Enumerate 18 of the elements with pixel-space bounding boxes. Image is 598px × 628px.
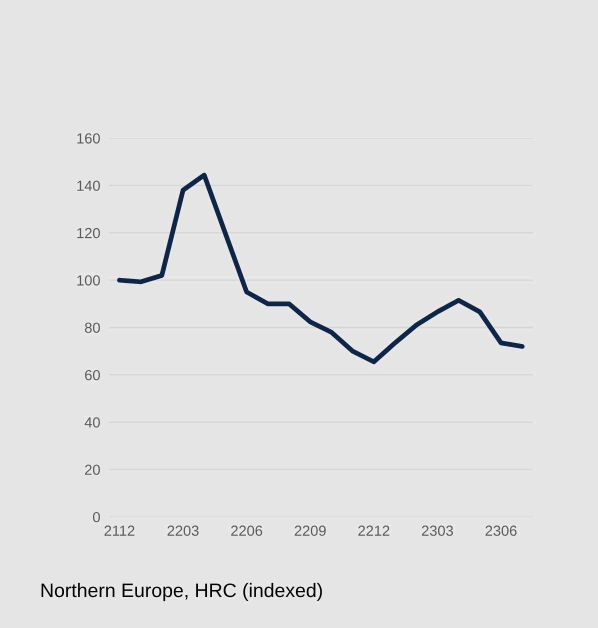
y-tick-label: 100 [77,275,100,286]
x-tick-label: 2209 [294,526,326,536]
y-tick-label: 60 [85,370,100,380]
x-tick-label: 2112 [104,526,134,536]
y-tick-label: 80 [84,322,100,333]
y-tick-label: 160 [77,133,100,144]
y-tick-label: 20 [85,464,100,475]
x-tick-label: 2303 [422,526,454,536]
x-tick-label: 2306 [486,526,517,536]
y-tick-label: 120 [77,228,100,238]
y-tick-label: 0 [92,512,100,522]
y-tick-label: 140 [77,180,100,191]
line-series [117,172,525,364]
x-tick-label: 2212 [358,526,390,536]
x-tick-label: 2203 [168,526,199,536]
text: Northern Europe, HRC (indexed) [42,582,322,602]
x-tick-label: 2206 [231,526,262,536]
y-tick-label: 40 [84,417,100,428]
